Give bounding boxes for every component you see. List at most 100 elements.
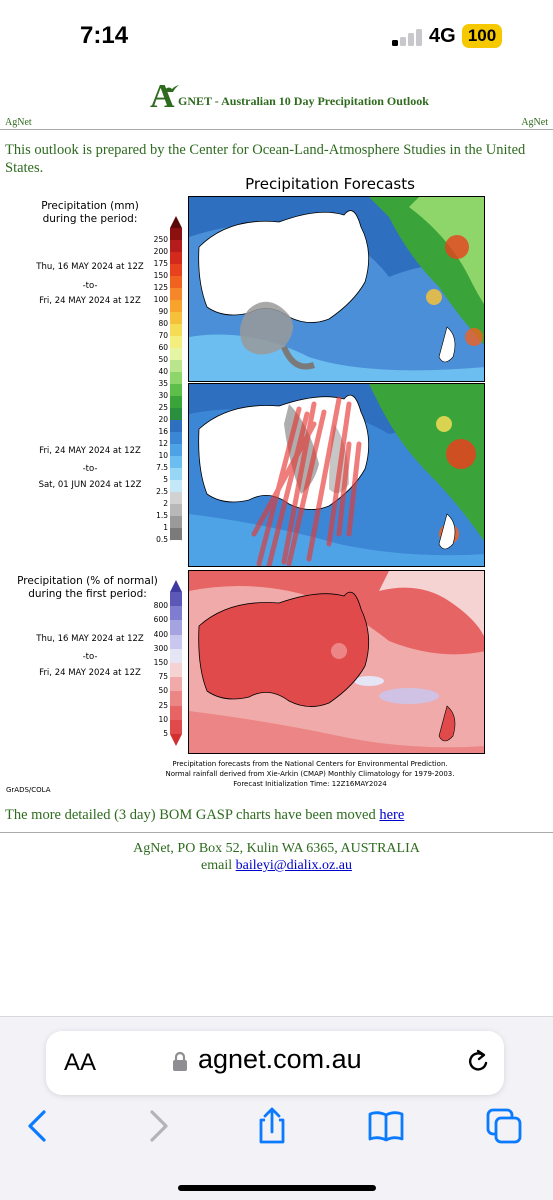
colorbar-segment: [170, 719, 182, 735]
figure-title: Precipitation Forecasts: [245, 175, 415, 193]
logo-letter: A: [150, 78, 175, 115]
colorbar-segment: [170, 372, 182, 385]
colorbar-label: 2.5: [156, 487, 168, 496]
colorbar-label: 100: [153, 295, 168, 304]
back-icon[interactable]: [18, 1106, 58, 1146]
status-bar: 7:14 4G 100: [0, 0, 553, 80]
colorbar-label: 5: [163, 475, 168, 484]
colorbar-bottom-cap: [170, 734, 182, 746]
colorbar-label: 7.5: [156, 463, 168, 472]
text-size-button[interactable]: AA: [64, 1049, 96, 1077]
footer: AgNet, PO Box 52, Kulin WA 6365, AUSTRAL…: [0, 840, 553, 874]
colorbar-label: 75: [158, 672, 168, 682]
colorbar-segment: [170, 444, 182, 457]
colorbar-top-cap: [170, 216, 182, 228]
footer-email-line: email baileyi@dialix.oz.au: [0, 857, 553, 874]
reload-icon[interactable]: [466, 1049, 492, 1075]
colorbar-segment: [170, 384, 182, 397]
colorbar-label: 1.5: [156, 511, 168, 520]
colorbar-label: 10: [158, 714, 168, 724]
colorbar-segment: [170, 228, 182, 241]
colorbar-segment: [170, 264, 182, 277]
address-bar[interactable]: AA agnet.com.au: [46, 1031, 504, 1095]
battery-level: 100: [467, 26, 497, 45]
colorbar-segment: [170, 288, 182, 301]
colorbar-segment: [170, 691, 182, 707]
divider: [0, 832, 553, 833]
panel1-heading: Precipitation (mm) during the period:: [41, 200, 139, 225]
colorbar-label: 600: [153, 615, 168, 625]
precip-mm-colorbar: [170, 216, 182, 552]
colorbar-label: 90: [158, 307, 168, 316]
colorbar-segment: [170, 276, 182, 289]
figure-credit: Precipitation forecasts from the Nationa…: [130, 759, 490, 789]
panel2-until: Sat, 01 JUN 2024 at 12Z: [38, 480, 142, 490]
colorbar-segment: [170, 516, 182, 529]
colorbar-label: 125: [153, 283, 168, 292]
network-type: 4G: [429, 25, 456, 47]
credit-line-1: Precipitation forecasts from the Nationa…: [172, 760, 448, 768]
colorbar-bottom-cap: [170, 540, 182, 552]
colorbar-segment: [170, 663, 182, 678]
share-icon[interactable]: [252, 1106, 292, 1146]
precip-pct-colorbar: [170, 580, 182, 746]
panel1-until: Fri, 24 MAY 2024 at 12Z: [39, 296, 141, 306]
colorbar-segment: [170, 420, 182, 433]
colorbar-label: 70: [158, 331, 168, 340]
bookmarks-icon[interactable]: [366, 1106, 406, 1146]
colorbar-label: 800: [153, 601, 168, 611]
agnet-logo: A: [150, 80, 175, 114]
url-domain[interactable]: agnet.com.au: [198, 1044, 362, 1074]
colorbar-label: 0.5: [156, 535, 168, 544]
colorbar-segment: [170, 348, 182, 361]
colorbar-label: 50: [158, 355, 168, 364]
map-panel-week1: [188, 196, 485, 382]
credit-line-3: Forecast Initialization Time: 12Z16MAY20…: [233, 780, 387, 788]
panel3-heading: Precipitation (% of normal) during the f…: [17, 575, 158, 600]
colorbar-top-cap: [170, 580, 182, 592]
colorbar-label: 175: [153, 259, 168, 268]
colorbar-segment: [170, 606, 182, 621]
colorbar-label: 30: [158, 391, 168, 400]
map-panel-pct-normal: [188, 570, 485, 754]
colorbar-label: 400: [153, 629, 168, 639]
colorbar-segment: [170, 528, 182, 541]
colorbar-label: 12: [158, 439, 168, 448]
bom-charts-link[interactable]: here: [379, 807, 405, 823]
colorbar-segment: [170, 468, 182, 481]
colorbar-segment: [170, 480, 182, 493]
logo-bird-icon: [163, 85, 179, 92]
colorbar-label: 25: [158, 403, 168, 412]
status-time: 7:14: [80, 22, 129, 49]
colorbar-segment: [170, 408, 182, 421]
colorbar-label: 35: [158, 379, 168, 388]
text-size-label: AA: [64, 1049, 97, 1076]
colorbar-label: 150: [153, 271, 168, 280]
colorbar-label: 40: [158, 367, 168, 376]
colorbar-segment: [170, 360, 182, 373]
tabs-icon[interactable]: [484, 1106, 524, 1146]
colorbar-segment: [170, 456, 182, 469]
email-link[interactable]: baileyi@dialix.oz.au: [235, 858, 352, 873]
cellular-signal-icon: [392, 28, 424, 46]
colorbar-label: 250: [153, 235, 168, 244]
colorbar-segment: [170, 432, 182, 445]
colorbar-segment: [170, 396, 182, 409]
footer-email-prefix: email: [201, 858, 233, 873]
map-panel-week2: [188, 383, 485, 567]
panel2-to: -to-: [82, 464, 98, 474]
forward-icon[interactable]: [138, 1106, 178, 1146]
colorbar-segment: [170, 492, 182, 505]
colorbar-label: 60: [158, 343, 168, 352]
site-header: A GNET - Australian 10 Day Precipitation…: [0, 80, 553, 114]
colorbar-segment: [170, 240, 182, 253]
colorbar-label: 10: [158, 451, 168, 460]
home-indicator: [178, 1185, 376, 1191]
battery-icon: 100: [462, 24, 502, 48]
colorbar-segment: [170, 705, 182, 721]
moved-notice: The more detailed (3 day) BOM GASP chart…: [5, 807, 404, 824]
colorbar-label: 16: [158, 427, 168, 436]
colorbar-segment: [170, 336, 182, 349]
panel3-to: -to-: [82, 652, 98, 662]
colorbar-segment: [170, 648, 182, 664]
